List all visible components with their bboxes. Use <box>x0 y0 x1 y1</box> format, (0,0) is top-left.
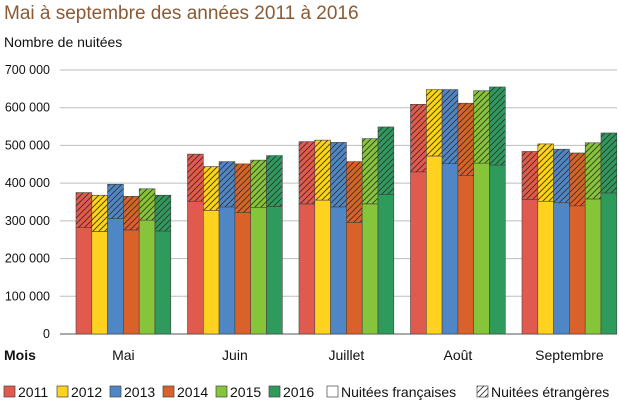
bar-2015-etrangeres-hatch <box>139 188 155 221</box>
legend-label-2012: 2012 <box>71 384 102 400</box>
bar-2015-etrangeres-hatch <box>250 160 267 208</box>
bar-2014-francaises <box>346 222 363 335</box>
bar-2011-etrangeres-hatch <box>187 154 204 202</box>
legend: 2011 2012 2013 2014 2015 2016 Nuitées français… <box>3 384 609 400</box>
y-axis-ticks: 0 100 000 200 000 300 000 400 000 500 000 600 … <box>5 63 50 341</box>
y-tick-label: 500 000 <box>5 138 50 152</box>
legend-label-etrangeres: Nuitées étrangères <box>491 384 609 400</box>
legend-label-2016: 2016 <box>283 384 314 400</box>
bar-2012-francaises <box>314 199 331 335</box>
legend-swatch-etrangeres-hatch <box>477 386 488 397</box>
bar-2014-etrangeres-hatch <box>346 161 363 223</box>
bar-2014-francaises <box>457 175 474 335</box>
legend-label-2011: 2011 <box>18 384 48 400</box>
bar-2011-etrangeres-hatch <box>299 141 315 204</box>
bar-2012-francaises <box>203 209 220 335</box>
bar-2011-etrangeres-hatch <box>76 192 92 228</box>
bar-2013-francaises <box>218 206 236 335</box>
y-tick-label: 400 000 <box>5 176 50 190</box>
category-labels: Mai Juin Juillet Août Septembre <box>112 347 604 363</box>
bar-2013-francaises <box>553 202 570 335</box>
bar-2012-etrangeres-hatch <box>203 166 220 211</box>
bar-2011-etrangeres-hatch <box>522 151 538 200</box>
bar-2012-etrangeres-hatch <box>91 195 108 232</box>
bar-2012-francaises <box>91 231 108 335</box>
legend-swatch-francaises <box>326 385 339 398</box>
bar-2011-francaises <box>521 199 539 335</box>
bar-2013-francaises <box>107 218 124 335</box>
bar-2016-francaises <box>154 230 172 335</box>
bar-2016-francaises <box>600 192 618 335</box>
bar-2011-etrangeres-hatch <box>410 104 427 172</box>
chart-title: Mai à septembre des années 2011 à 2016 <box>4 3 359 24</box>
bar-2011-francaises <box>410 171 427 335</box>
category-label: Août <box>443 347 472 363</box>
bar-2016-etrangeres-hatch <box>378 126 394 195</box>
bar-2012-francaises <box>537 200 554 335</box>
bar-2015-francaises <box>250 206 267 335</box>
bar-2014-francaises <box>123 229 140 335</box>
bar-2014-etrangeres-hatch <box>569 152 586 206</box>
y-tick-label: 700 000 <box>5 63 50 77</box>
y-tick-label: 100 000 <box>5 289 50 303</box>
bar-2014-etrangeres-hatch <box>457 103 474 176</box>
bar-2015-etrangeres-hatch <box>362 138 378 204</box>
bar-2013-etrangeres-hatch <box>553 149 570 203</box>
bar-2016-francaises <box>266 206 283 335</box>
category-label: Septembre <box>535 347 604 363</box>
legend-label-francaises: Nuitées françaises <box>341 384 456 400</box>
bar-2015-etrangeres-hatch <box>585 142 601 199</box>
legend-swatch-2014 <box>162 385 175 398</box>
bar-2014-etrangeres-hatch <box>123 196 140 230</box>
bar-2012-etrangeres-hatch <box>537 143 554 202</box>
bar-2013-francaises <box>441 163 459 335</box>
y-tick-label: 300 000 <box>5 214 50 228</box>
category-label: Juin <box>222 347 248 363</box>
legend-label-2014: 2014 <box>177 384 208 400</box>
y-tick-label: 600 000 <box>5 101 50 115</box>
bar-2012-etrangeres-hatch <box>314 140 331 201</box>
x-axis-label: Mois <box>4 347 36 363</box>
bar-2016-etrangeres-hatch <box>601 132 617 193</box>
bar-2016-francaises <box>489 164 506 335</box>
bar-2016-etrangeres-hatch <box>489 86 506 166</box>
bar-2015-francaises <box>473 162 490 335</box>
legend-label-2015: 2015 <box>230 384 261 400</box>
bar-2012-francaises <box>425 155 443 335</box>
legend-label-2013: 2013 <box>124 384 155 400</box>
bar-2015-francaises <box>361 203 379 335</box>
bar-2013-etrangeres-hatch <box>219 161 235 207</box>
bar-2011-francaises <box>298 203 316 335</box>
bar-2015-francaises <box>138 219 156 335</box>
bar-2013-etrangeres-hatch <box>107 184 124 219</box>
bar-2012-etrangeres-hatch <box>426 89 443 156</box>
bar-2013-francaises <box>330 206 347 335</box>
bar-2013-etrangeres-hatch <box>330 142 347 207</box>
bar-2011-francaises <box>75 227 93 335</box>
bar-2014-francaises <box>234 212 251 335</box>
category-label: Juillet <box>329 347 365 363</box>
bar-2016-francaises <box>377 194 395 335</box>
bar-2015-francaises <box>584 198 602 335</box>
y-axis-label: Nombre de nuitées <box>4 34 122 50</box>
legend-swatch-2015 <box>215 385 228 398</box>
y-tick-label: 200 000 <box>5 252 50 266</box>
legend-swatch-2013 <box>109 385 122 398</box>
bar-2011-francaises <box>187 200 204 335</box>
legend-swatch-2011 <box>3 385 16 398</box>
bar-2015-etrangeres-hatch <box>473 90 490 164</box>
legend-swatch-2012 <box>56 385 69 398</box>
bars <box>75 86 618 335</box>
bar-2014-etrangeres-hatch <box>234 163 251 213</box>
bar-2013-etrangeres-hatch <box>442 89 458 164</box>
bar-2014-francaises <box>569 205 586 335</box>
legend-swatch-2016 <box>268 385 281 398</box>
bar-2016-etrangeres-hatch <box>266 155 283 207</box>
bar-2016-etrangeres-hatch <box>155 195 171 232</box>
category-label: Mai <box>112 347 135 363</box>
y-tick-label: 0 <box>43 327 50 341</box>
